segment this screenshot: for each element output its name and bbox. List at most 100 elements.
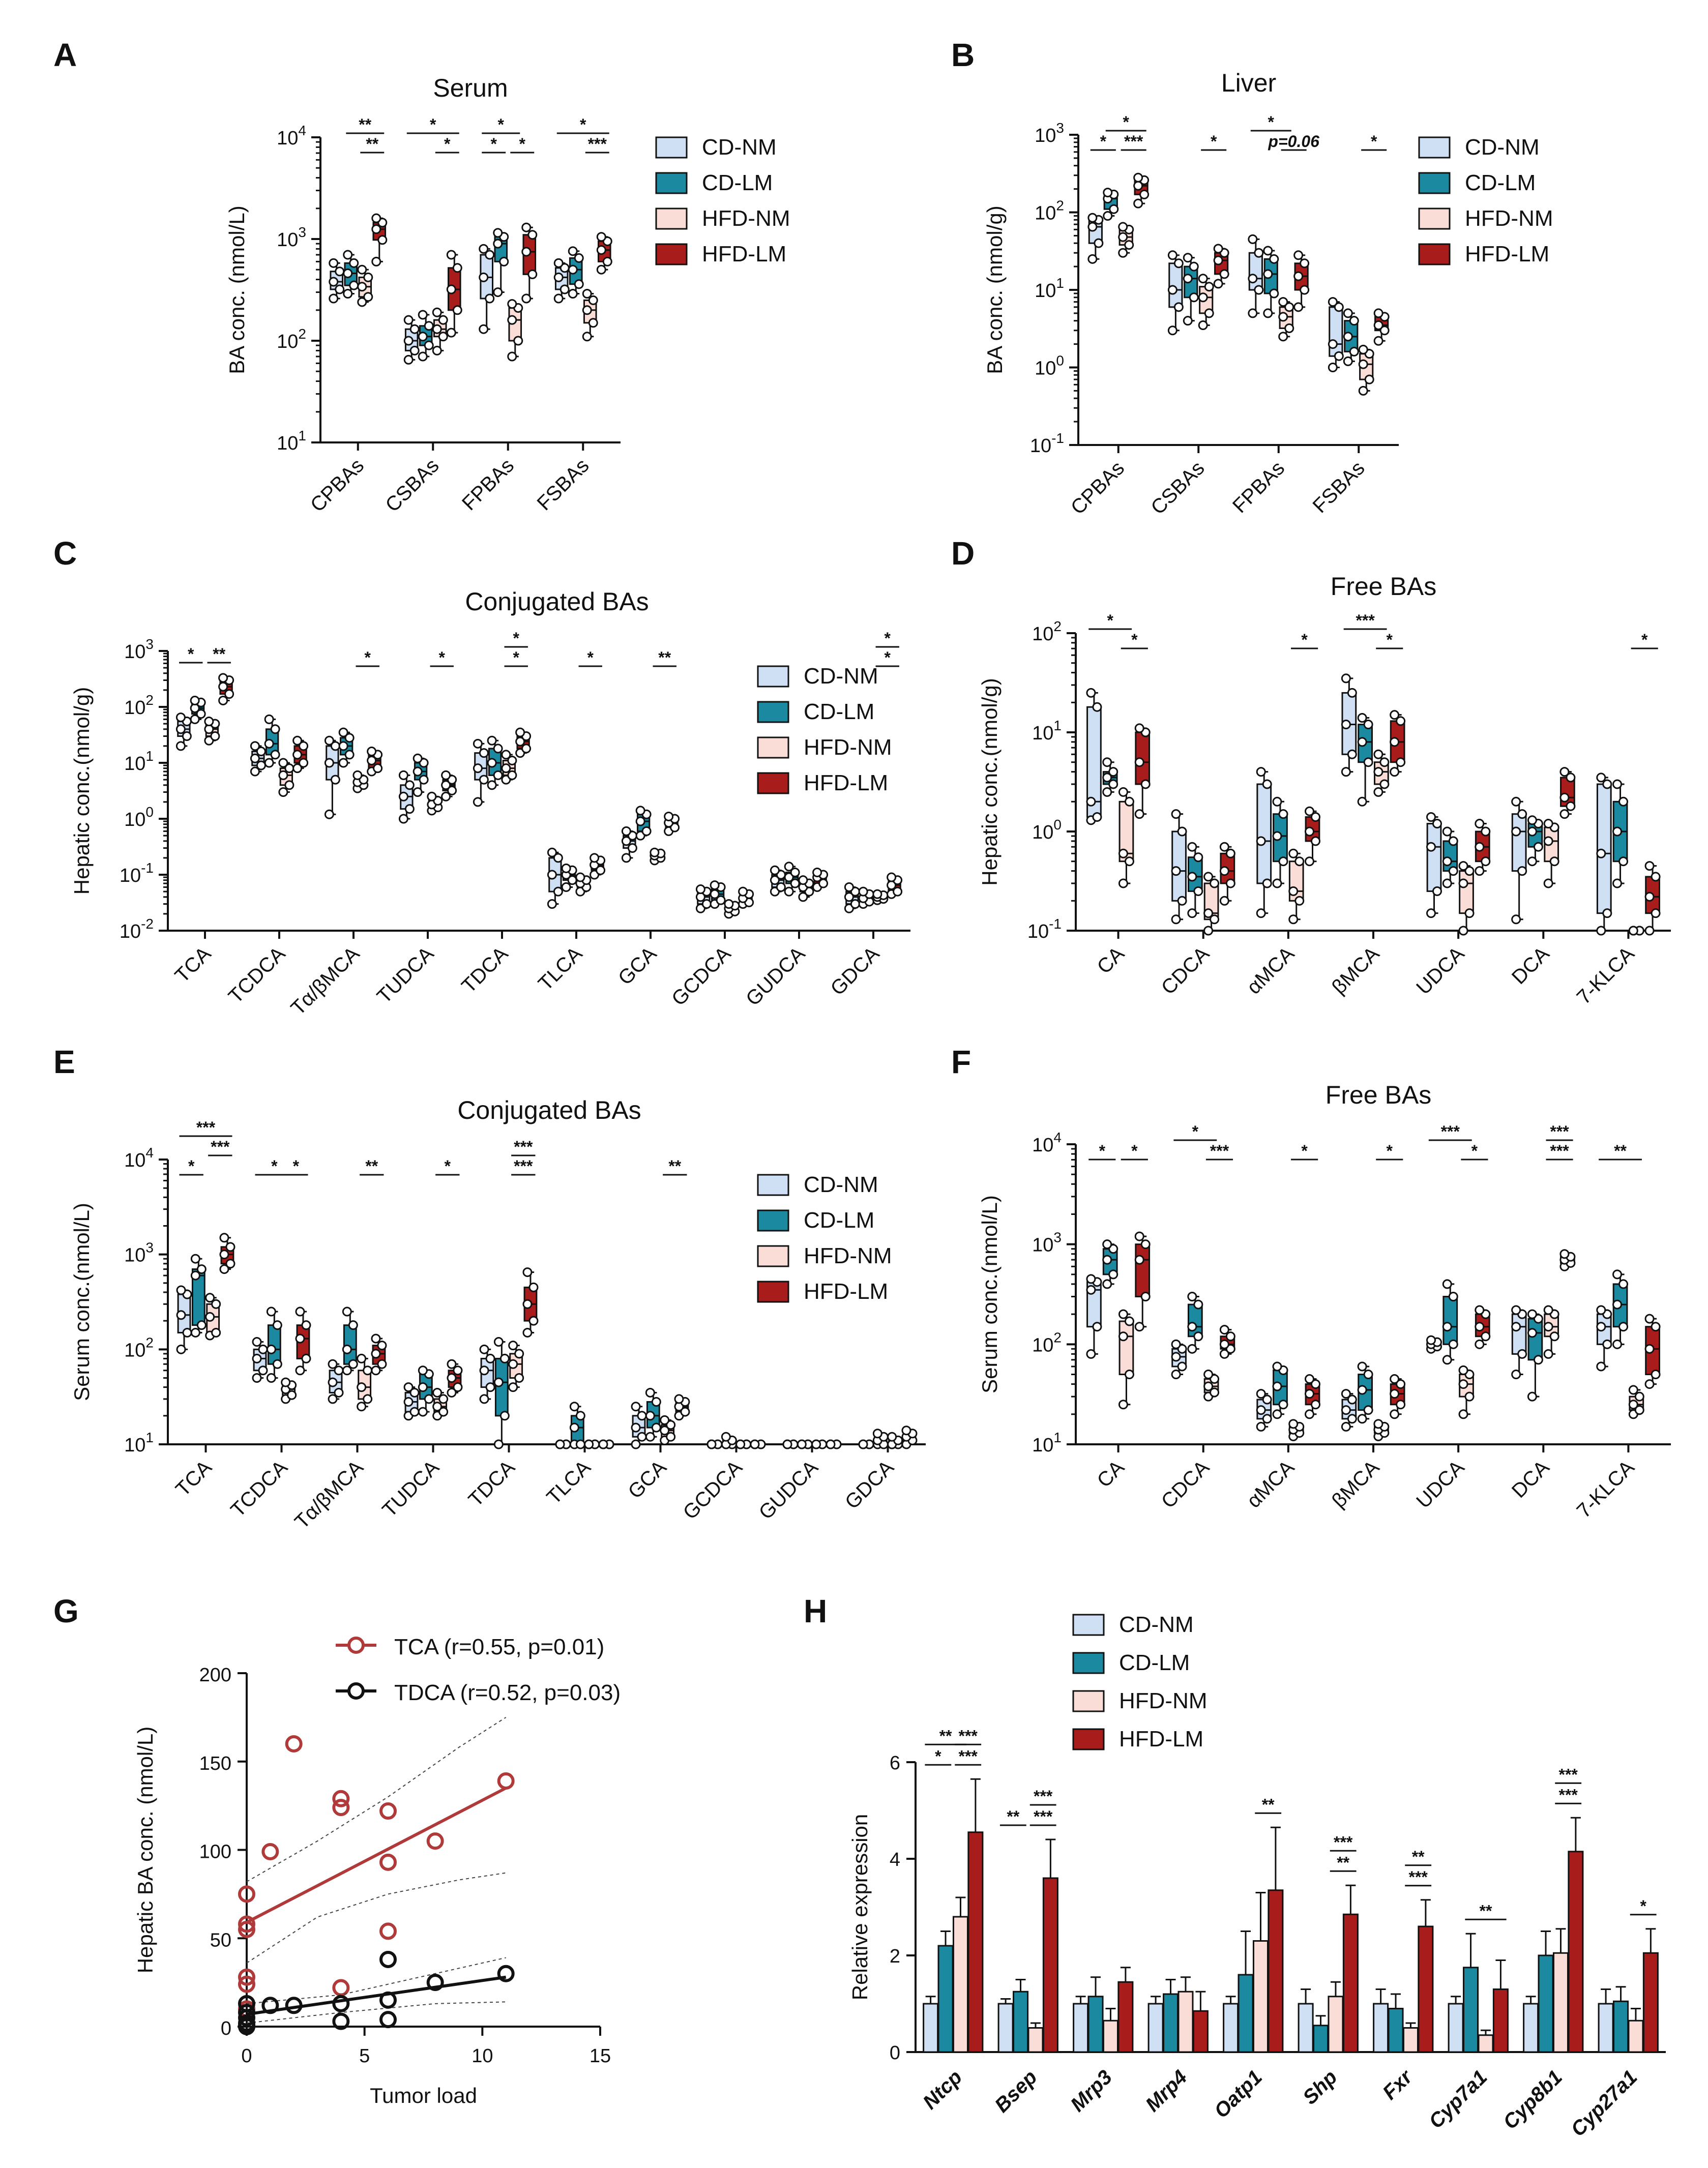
data-point (1118, 878, 1128, 888)
tick-exponent: 3 (1053, 1230, 1062, 1245)
box-CD-NM (844, 882, 860, 913)
tick-base: 10 (1032, 822, 1053, 843)
data-point (1219, 1325, 1229, 1335)
y-tick-label: 100 (1035, 353, 1064, 379)
box-HFD-NM (1118, 787, 1134, 888)
data-point (582, 305, 592, 315)
data-point (441, 770, 451, 780)
data-point (522, 1327, 533, 1338)
data-point (1140, 1291, 1151, 1301)
bar-HFD-NM (1328, 1996, 1344, 2053)
panel-label: D (951, 535, 975, 572)
data-point (452, 305, 462, 315)
data-point (1133, 172, 1143, 183)
data-point (1213, 244, 1223, 254)
legend-swatch (1418, 172, 1451, 194)
box-HFD-NM (1373, 1419, 1390, 1441)
data-point (424, 1394, 434, 1404)
box-HFD-NM (887, 1432, 903, 1449)
legend-swatch (757, 1209, 789, 1232)
box-HFD-NM (735, 1439, 752, 1449)
x-tick-label: TCDCA (224, 942, 290, 1008)
box-HFD-LM (522, 1267, 539, 1338)
tick-base: 10 (124, 1245, 145, 1266)
sig-label: * (1387, 1142, 1393, 1160)
data-point (256, 760, 266, 770)
data-point (1396, 716, 1406, 726)
box (1426, 823, 1442, 892)
data-point (695, 884, 705, 895)
data-point (485, 293, 495, 304)
legend-label: CD-NM (1119, 1612, 1194, 1637)
data-point (1187, 1344, 1197, 1354)
legend-marker (347, 1637, 365, 1654)
x-tick-label: TUDCA (373, 942, 438, 1008)
data-point (1183, 274, 1193, 284)
legend-label: HFD-LM (804, 1279, 888, 1304)
data-point (1219, 269, 1229, 279)
box-CD-LM (1183, 253, 1199, 326)
data-point (1644, 892, 1655, 902)
tick-exponent: 3 (145, 1240, 154, 1256)
data-point (1517, 1349, 1527, 1359)
data-point (1171, 914, 1181, 925)
data-point (404, 804, 415, 814)
data-point (1198, 292, 1208, 303)
data-point (637, 1432, 647, 1442)
legend-swatch (1072, 1614, 1105, 1636)
data-point (497, 1772, 515, 1790)
data-point (567, 875, 577, 885)
data-point (332, 1995, 350, 2012)
box-HFD-LM (1475, 819, 1491, 876)
sig-label: ** (1480, 1902, 1492, 1920)
box-CD-LM (266, 1306, 282, 1383)
tick-base: 10 (124, 1435, 145, 1456)
data-point (553, 886, 563, 897)
data-point (1328, 339, 1338, 349)
box-HFD-LM (446, 250, 462, 338)
sig-label: * (498, 115, 505, 134)
data-point (1310, 836, 1320, 846)
tick-base: 10 (1032, 1435, 1053, 1456)
data-point (190, 695, 200, 705)
sig-label: * (1640, 1897, 1646, 1915)
y-tick-label: 2 (890, 1946, 900, 1967)
y-tick-label: 102 (124, 1334, 154, 1361)
tick-exponent: 3 (145, 636, 154, 652)
x-tick-label: βMCA (1328, 942, 1383, 998)
data-point (1086, 688, 1096, 698)
data-point (574, 279, 584, 289)
box-CD-NM (324, 735, 340, 819)
data-point (584, 1439, 594, 1449)
tick-exponent: 1 (145, 748, 154, 764)
data-point (645, 1387, 655, 1398)
sig-label: * (885, 648, 891, 667)
data-point (1118, 848, 1128, 858)
data-point (196, 1264, 207, 1274)
data-point (493, 744, 503, 754)
x-tick-label: TLCA (542, 1456, 595, 1509)
box-HFD-LM (826, 1439, 842, 1449)
legend-swatch (757, 736, 789, 759)
data-point (413, 753, 423, 763)
data-point (418, 332, 428, 342)
bar-HFD-LM (1492, 1988, 1509, 2053)
data-point (588, 318, 598, 328)
data-point (403, 1397, 414, 1407)
data-point (1134, 809, 1144, 819)
legend-label: CD-LM (804, 1208, 874, 1233)
tick-exponent: 3 (1056, 120, 1064, 136)
box (1135, 1243, 1151, 1297)
sig-label: * (439, 648, 446, 667)
data-point (403, 336, 414, 346)
y-tick-label: 10-2 (120, 916, 154, 942)
data-point (367, 755, 377, 765)
data-point (1511, 1322, 1521, 1332)
x-tick-label: Mrp3 (1066, 2066, 1116, 2116)
data-point (1559, 792, 1570, 803)
y-tick-label: 101 (1032, 1430, 1062, 1456)
data-point (701, 899, 712, 909)
data-point (555, 1439, 565, 1449)
panel-title: Free BAs (1326, 1081, 1431, 1109)
data-point (261, 1997, 279, 2014)
